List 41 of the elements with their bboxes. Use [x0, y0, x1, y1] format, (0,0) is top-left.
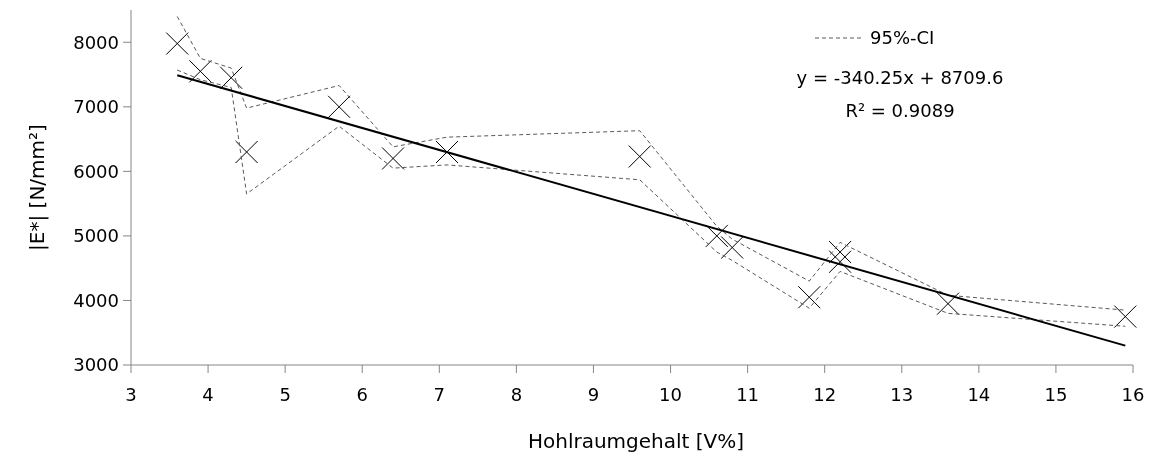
- x-tick-label: 4: [202, 384, 214, 405]
- point: [705, 224, 729, 248]
- x-tick-label: 13: [890, 384, 914, 405]
- x-tick-label: 15: [1044, 384, 1068, 405]
- point: [720, 236, 744, 260]
- point: [628, 145, 652, 169]
- point: [435, 140, 459, 164]
- x-axis-title: Hohlraumgehalt [V%]: [527, 429, 745, 453]
- point: [188, 59, 212, 83]
- point: [797, 285, 821, 309]
- x-tick-label: 6: [356, 384, 368, 405]
- point: [381, 146, 405, 170]
- point: [219, 66, 243, 90]
- x-tick-label: 3: [125, 384, 137, 405]
- y-axis-title: |E*| [N/mm²]: [25, 124, 49, 251]
- legend-label: 95%-CI: [870, 27, 935, 48]
- x-tick-label: 8: [510, 384, 523, 405]
- point: [828, 250, 852, 274]
- x-tick-label: 9: [587, 384, 600, 405]
- y-tick-label: 3000: [73, 354, 119, 376]
- y-tick-label: 7000: [73, 96, 119, 118]
- y-tick-label: 8000: [73, 31, 119, 53]
- point: [1113, 305, 1137, 329]
- y-tick-label: 4000: [73, 289, 119, 311]
- annotation: y = -340.25x + 8709.6: [796, 67, 1004, 88]
- point: [165, 32, 189, 56]
- x-tick-label: 5: [279, 384, 291, 405]
- point: [327, 95, 351, 119]
- y-tick-label: 5000: [73, 225, 119, 247]
- x-tick-label: 11: [736, 384, 760, 405]
- line-series: [176, 15, 1126, 311]
- x-tick-label: 16: [1121, 384, 1145, 405]
- x-tick-label: 12: [813, 384, 837, 405]
- y-tick-label: 6000: [73, 160, 119, 182]
- point: [828, 240, 852, 264]
- x-tick-label: 10: [659, 384, 682, 405]
- x-tick-label: 7: [433, 384, 446, 405]
- point: [235, 140, 259, 164]
- x-tick-label: 14: [967, 384, 991, 405]
- annotation: R² = 0.9089: [845, 100, 955, 121]
- point: [936, 292, 960, 316]
